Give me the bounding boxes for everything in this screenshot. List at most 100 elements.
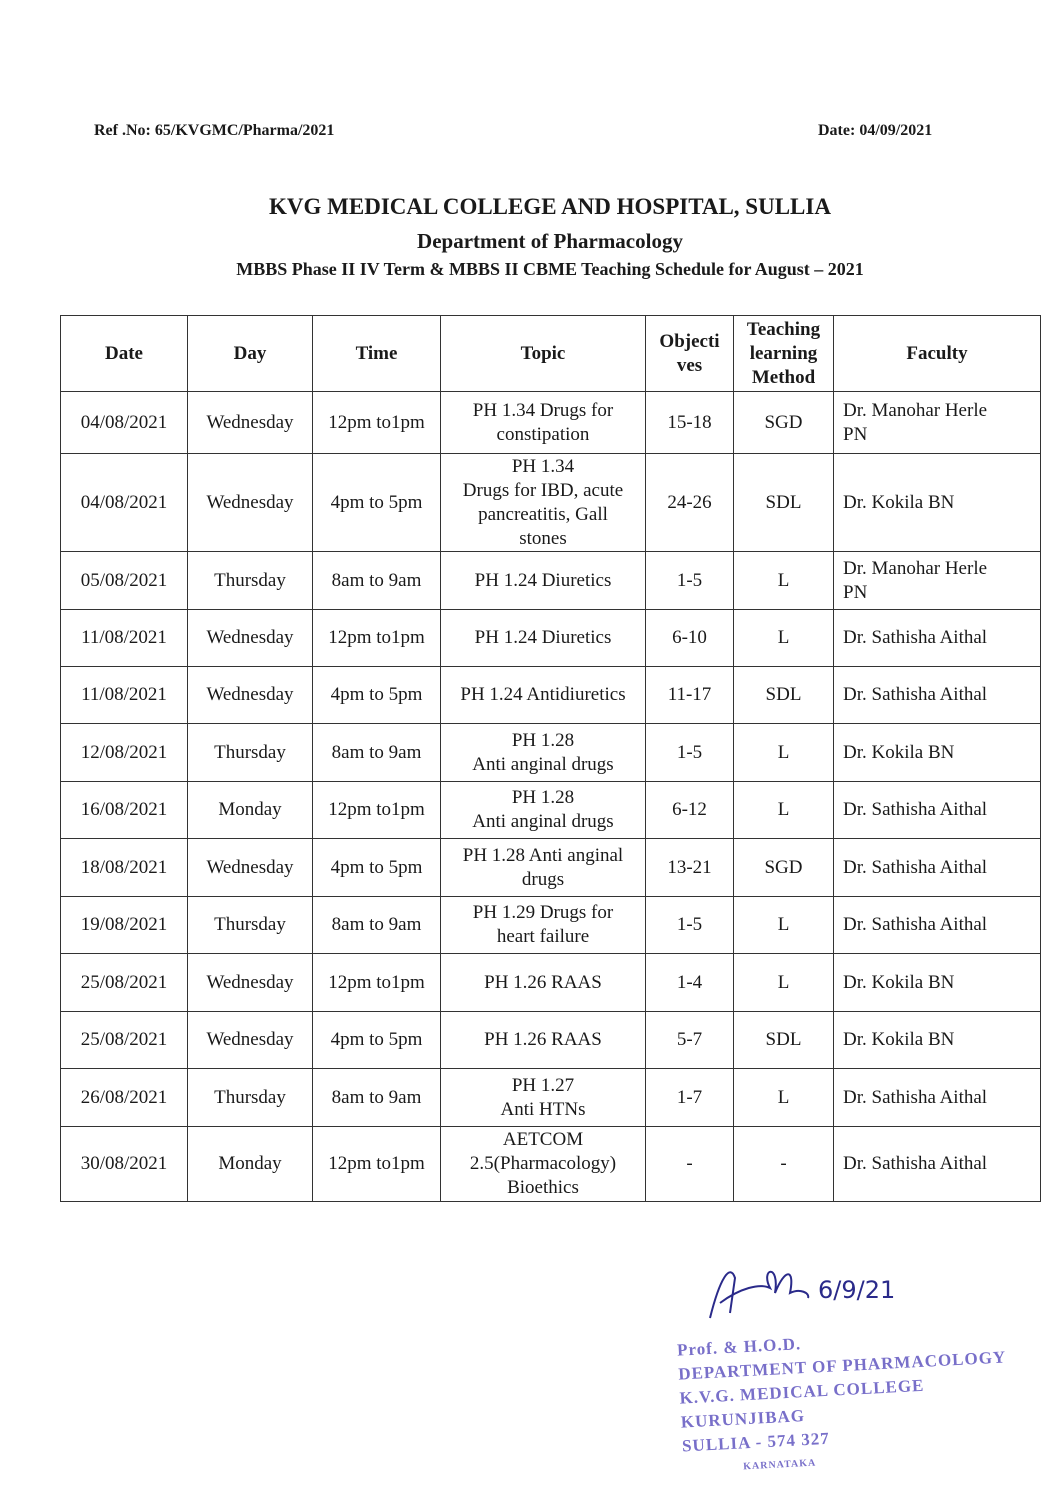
cell-time: 12pm to1pm bbox=[312, 953, 441, 1012]
table-row: 18/08/2021 Wednesday 4pm to 5pm PH 1.28 Ant… bbox=[60, 838, 1041, 897]
cell-day: Monday bbox=[187, 1126, 313, 1202]
table-header-row: Date Day Time Topic Objecti ves Teaching lear… bbox=[60, 315, 1041, 392]
document-date: Date: 04/09/2021 bbox=[818, 122, 933, 139]
cell-topic: PH 1.27 Anti HTNs bbox=[440, 1068, 646, 1127]
cell-topic: PH 1.29 Drugs for heart failure bbox=[440, 896, 646, 954]
cell-day: Monday bbox=[187, 781, 313, 839]
cell-faculty: Dr. Kokila BN bbox=[833, 453, 1041, 552]
cell-faculty: Dr. Sathisha Aithal bbox=[833, 896, 1041, 954]
cell-day: Wednesday bbox=[187, 609, 313, 667]
table-row: 30/08/2021 Monday 12pm to1pm AETCOM 2.5(Pha… bbox=[60, 1126, 1041, 1202]
cell-time: 4pm to 5pm bbox=[312, 838, 441, 897]
cell-faculty: Dr. Manohar Herle PN bbox=[833, 391, 1041, 454]
cell-time: 8am to 9am bbox=[312, 1068, 441, 1127]
cell-faculty: Dr. Sathisha Aithal bbox=[833, 1126, 1041, 1202]
cell-day: Thursday bbox=[187, 551, 313, 610]
cell-objectives: 1-5 bbox=[645, 551, 734, 610]
cell-topic: PH 1.28 Anti anginal drugs bbox=[440, 781, 646, 839]
cell-method: SDL bbox=[733, 453, 834, 552]
cell-objectives: 11-17 bbox=[645, 666, 734, 724]
cell-faculty: Dr. Sathisha Aithal bbox=[833, 838, 1041, 897]
cell-faculty: Dr. Sathisha Aithal bbox=[833, 609, 1041, 667]
cell-objectives: 6-10 bbox=[645, 609, 734, 667]
table-row: 26/08/2021 Thursday 8am to 9am PH 1.27 Anti… bbox=[60, 1068, 1041, 1127]
cell-objectives: 13-21 bbox=[645, 838, 734, 897]
cell-day: Wednesday bbox=[187, 391, 313, 454]
cell-date: 12/08/2021 bbox=[60, 723, 188, 782]
cell-date: 19/08/2021 bbox=[60, 896, 188, 954]
table-row: 04/08/2021 Wednesday 12pm to1pm PH 1.34 Dru… bbox=[60, 391, 1041, 454]
cell-topic: PH 1.26 RAAS bbox=[440, 1011, 646, 1069]
cell-topic: PH 1.26 RAAS bbox=[440, 953, 646, 1012]
cell-method: L bbox=[733, 896, 834, 954]
cell-time: 12pm to1pm bbox=[312, 391, 441, 454]
signature-date: 6/9/21 bbox=[818, 1276, 895, 1304]
cell-time: 8am to 9am bbox=[312, 723, 441, 782]
cell-topic: PH 1.24 Antidiuretics bbox=[440, 666, 646, 724]
schedule-table: Date Day Time Topic Objecti ves Teaching lear… bbox=[60, 315, 1041, 1202]
column-header: Faculty bbox=[833, 315, 1041, 392]
cell-date: 26/08/2021 bbox=[60, 1068, 188, 1127]
cell-date: 30/08/2021 bbox=[60, 1126, 188, 1202]
cell-date: 25/08/2021 bbox=[60, 953, 188, 1012]
cell-topic: PH 1.24 Diuretics bbox=[440, 551, 646, 610]
cell-date: 18/08/2021 bbox=[60, 838, 188, 897]
cell-time: 4pm to 5pm bbox=[312, 1011, 441, 1069]
cell-faculty: Dr. Kokila BN bbox=[833, 723, 1041, 782]
column-header: Date bbox=[60, 315, 188, 392]
cell-time: 4pm to 5pm bbox=[312, 666, 441, 724]
cell-objectives: 6-12 bbox=[645, 781, 734, 839]
department-stamp: Prof. & H.O.D. DEPARTMENT OF PHARMACOLOGY… bbox=[676, 1322, 1011, 1483]
cell-topic: PH 1.28 Anti anginal drugs bbox=[440, 723, 646, 782]
cell-objectives: 1-7 bbox=[645, 1068, 734, 1127]
cell-time: 4pm to 5pm bbox=[312, 453, 441, 552]
cell-date: 25/08/2021 bbox=[60, 1011, 188, 1069]
column-header: Teaching learning Method bbox=[733, 315, 834, 392]
signature: 6/9/21 bbox=[709, 1270, 895, 1319]
cell-topic: PH 1.24 Diuretics bbox=[440, 609, 646, 667]
cell-method: L bbox=[733, 953, 834, 1012]
cell-topic: PH 1.28 Anti anginal drugs bbox=[440, 838, 646, 897]
table-row: 25/08/2021 Wednesday 4pm to 5pm PH 1.26 RAA… bbox=[60, 1011, 1041, 1069]
column-header: Objecti ves bbox=[645, 315, 734, 392]
cell-method: L bbox=[733, 551, 834, 610]
cell-day: Wednesday bbox=[187, 453, 313, 552]
cell-method: L bbox=[733, 609, 834, 667]
cell-objectives: 1-5 bbox=[645, 896, 734, 954]
cell-day: Wednesday bbox=[187, 666, 313, 724]
cell-objectives: 15-18 bbox=[645, 391, 734, 454]
cell-faculty: Dr. Kokila BN bbox=[833, 953, 1041, 1012]
cell-method: L bbox=[733, 781, 834, 839]
college-title: KVG MEDICAL COLLEGE AND HOSPITAL, SULLIA bbox=[269, 194, 831, 219]
column-header: Time bbox=[312, 315, 441, 392]
cell-method: SDL bbox=[733, 666, 834, 724]
cell-objectives: 24-26 bbox=[645, 453, 734, 552]
column-header: Day bbox=[187, 315, 313, 392]
cell-time: 12pm to1pm bbox=[312, 1126, 441, 1202]
cell-faculty: Dr. Sathisha Aithal bbox=[833, 781, 1041, 839]
cell-method: - bbox=[733, 1126, 834, 1202]
reference-number: Ref .No: 65/KVGMC/Pharma/2021 bbox=[94, 122, 335, 139]
cell-time: 12pm to1pm bbox=[312, 609, 441, 667]
table-row: 19/08/2021 Thursday 8am to 9am PH 1.29 Drug… bbox=[60, 896, 1041, 954]
cell-day: Wednesday bbox=[187, 838, 313, 897]
cell-faculty: Dr. Sathisha Aithal bbox=[833, 1068, 1041, 1127]
schedule-subtitle: MBBS Phase II IV Term & MBBS II CBME Tea… bbox=[236, 259, 864, 279]
cell-objectives: 1-4 bbox=[645, 953, 734, 1012]
cell-date: 16/08/2021 bbox=[60, 781, 188, 839]
department-title: Department of Pharmacology bbox=[417, 229, 683, 253]
cell-faculty: Dr. Sathisha Aithal bbox=[833, 666, 1041, 724]
cell-day: Thursday bbox=[187, 1068, 313, 1127]
table-row: 04/08/2021 Wednesday 4pm to 5pm PH 1.34 Dru… bbox=[60, 453, 1041, 552]
cell-method: L bbox=[733, 1068, 834, 1127]
cell-method: L bbox=[733, 723, 834, 782]
cell-objectives: 5-7 bbox=[645, 1011, 734, 1069]
table-row: 05/08/2021 Thursday 8am to 9am PH 1.24 Diur… bbox=[60, 551, 1041, 610]
cell-time: 8am to 9am bbox=[312, 896, 441, 954]
cell-date: 11/08/2021 bbox=[60, 666, 188, 724]
cell-day: Wednesday bbox=[187, 1011, 313, 1069]
cell-day: Thursday bbox=[187, 723, 313, 782]
cell-topic: PH 1.34 Drugs for constipation bbox=[440, 391, 646, 454]
cell-time: 12pm to1pm bbox=[312, 781, 441, 839]
cell-date: 04/08/2021 bbox=[60, 391, 188, 454]
